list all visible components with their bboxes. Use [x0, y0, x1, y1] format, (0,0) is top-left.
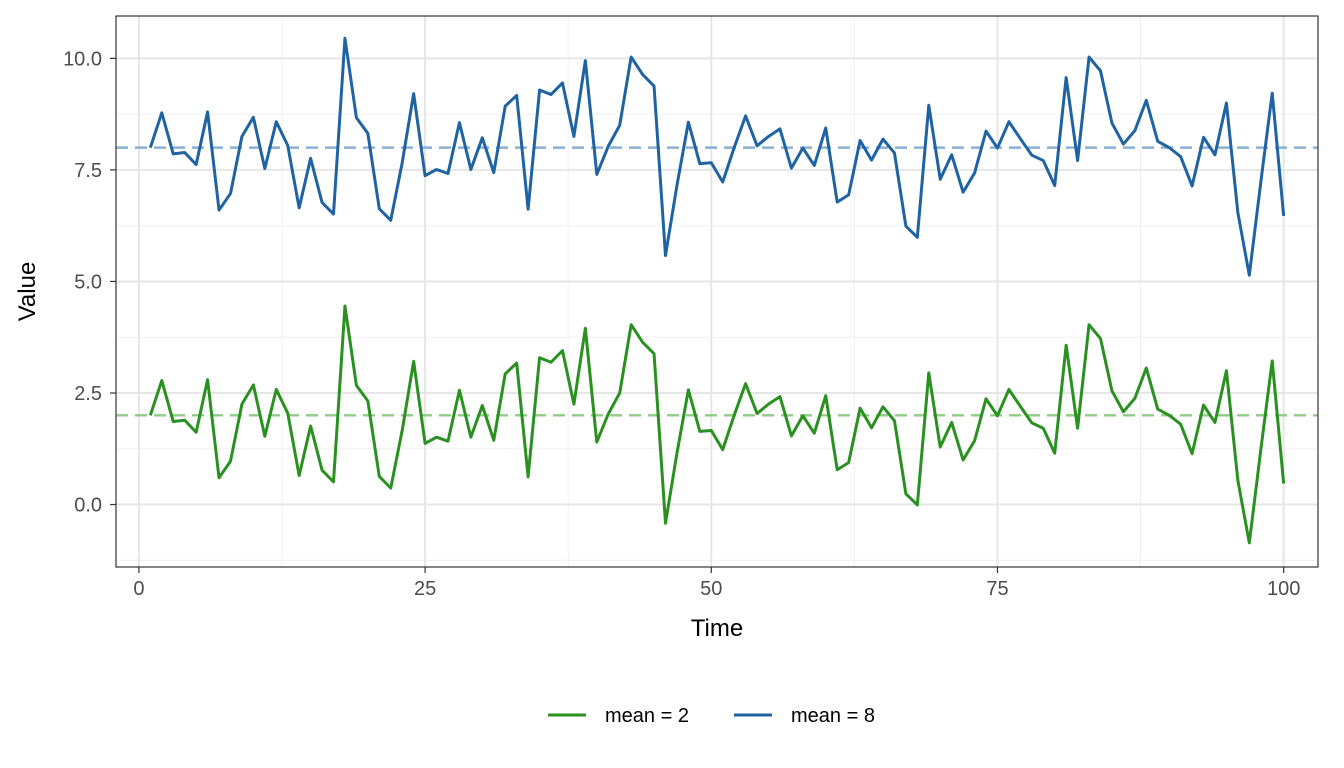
series-line-mean-8 — [148, 36, 1286, 277]
y-tick-label: 7.5 — [74, 160, 102, 182]
y-axis-title: Value — [14, 262, 41, 322]
y-tick-label: 10.0 — [63, 48, 102, 70]
y-axis: 0.0 2.5 5.0 7.5 10.0 — [63, 48, 116, 517]
x-tick-label: 0 — [133, 578, 144, 600]
legend-label-mean-2: mean = 2 — [605, 705, 689, 727]
major-gridlines — [116, 16, 1318, 567]
reference-lines — [116, 146, 1318, 417]
x-tick-label: 100 — [1267, 578, 1300, 600]
x-axis-title: Time — [691, 615, 743, 642]
x-axis: 0 25 50 75 100 — [133, 567, 1300, 600]
minor-gridlines — [116, 16, 1318, 567]
series-line-mean-2 — [148, 304, 1286, 545]
x-tick-label: 50 — [700, 578, 722, 600]
legend: mean = 2 mean = 8 — [548, 705, 875, 727]
y-tick-label: 0.0 — [74, 495, 102, 517]
y-tick-label: 2.5 — [74, 383, 102, 405]
series-lines — [148, 36, 1286, 545]
x-tick-label: 75 — [986, 578, 1008, 600]
y-tick-label: 5.0 — [74, 271, 102, 293]
x-tick-label: 25 — [414, 578, 436, 600]
legend-label-mean-8: mean = 8 — [791, 705, 875, 727]
plot-panel — [116, 16, 1318, 567]
plot-panel-border — [115, 15, 1319, 568]
